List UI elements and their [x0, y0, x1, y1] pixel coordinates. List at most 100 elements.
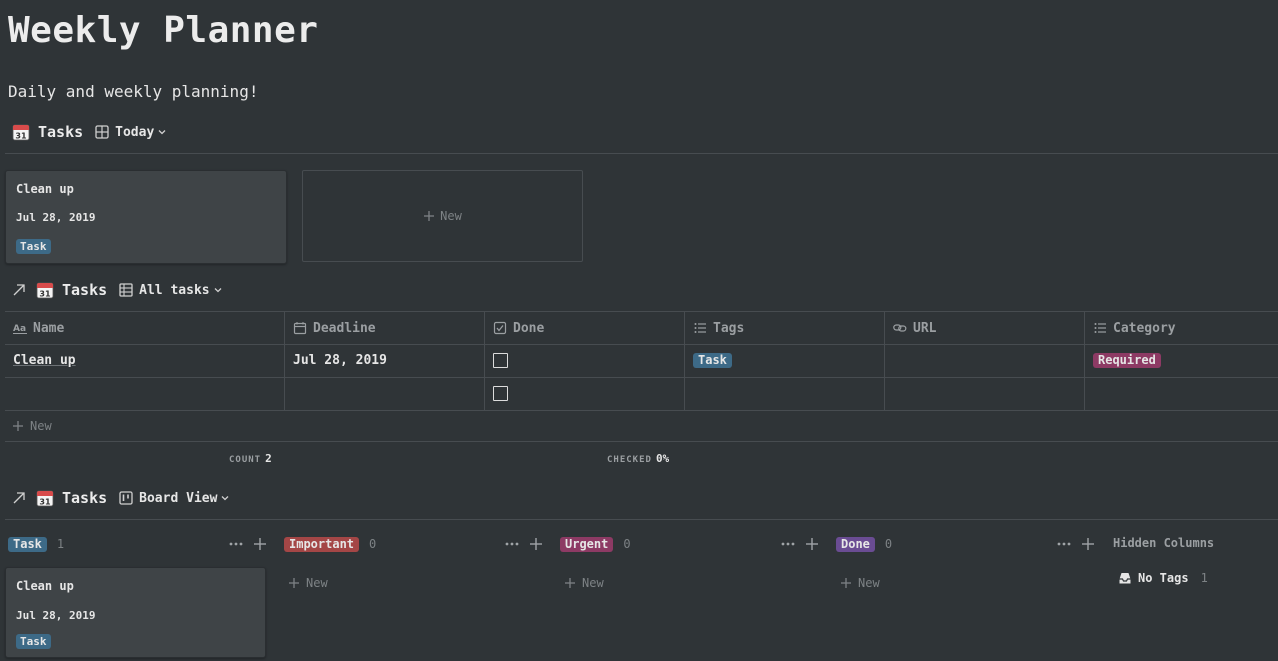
table-new-row-button[interactable]: New: [12, 419, 52, 433]
board-card[interactable]: Clean up Jul 28, 2019 Task: [5, 567, 266, 658]
more-icon[interactable]: [780, 536, 796, 552]
board-column-header-task[interactable]: Task 1: [8, 534, 266, 554]
more-icon[interactable]: [228, 536, 244, 552]
new-label: New: [440, 209, 462, 223]
card-date: Jul 28, 2019: [16, 609, 96, 622]
chevron-down-icon[interactable]: [213, 285, 223, 295]
category-pill: Required: [1093, 353, 1161, 368]
column-header-tags[interactable]: Tags: [685, 312, 885, 344]
table-view-name[interactable]: All tasks: [139, 282, 210, 298]
board-view-icon: [119, 491, 133, 505]
plus-icon[interactable]: [252, 536, 268, 552]
text-property-icon: Aa: [13, 324, 27, 334]
column-header-name[interactable]: Aa Name: [5, 312, 285, 344]
board-new-button-urgent[interactable]: New: [564, 576, 604, 590]
plus-icon: [13, 421, 23, 431]
divider: [5, 519, 1278, 520]
board-db-title[interactable]: Tasks: [62, 489, 108, 507]
table-cell-deadline[interactable]: [285, 377, 485, 410]
board-new-button-done[interactable]: New: [840, 576, 880, 590]
calendar-icon: 31: [12, 124, 30, 141]
divider: [5, 344, 1278, 345]
board-view-header: 31 Tasks Board View: [12, 487, 230, 509]
column-tag: Urgent: [560, 536, 614, 552]
plus-icon: [424, 211, 435, 221]
table-cell-tags[interactable]: Task: [685, 344, 885, 377]
card-name: Clean up: [16, 579, 74, 593]
calendar-icon: 31: [36, 282, 54, 299]
column-header-done[interactable]: Done: [485, 312, 685, 344]
table-cell-url[interactable]: [885, 344, 1085, 377]
done-checkbox[interactable]: [493, 386, 508, 401]
column-count: 0: [623, 537, 631, 551]
table-cell-category[interactable]: [1085, 377, 1278, 410]
plus-icon[interactable]: [804, 536, 820, 552]
plus-icon: [289, 578, 299, 588]
card-tag: Task: [16, 239, 51, 254]
table-view-header: 31 Tasks All tasks: [12, 279, 223, 301]
link-arrow-icon[interactable]: [12, 283, 26, 297]
column-header-category[interactable]: Category: [1085, 312, 1278, 344]
divider: [5, 377, 1278, 378]
more-icon[interactable]: [1056, 536, 1072, 552]
table-cell-deadline[interactable]: Jul 28, 2019: [285, 344, 485, 377]
plus-icon[interactable]: [528, 536, 544, 552]
url-property-icon: [893, 324, 907, 332]
tag-pill: Task: [693, 353, 732, 368]
plus-icon[interactable]: [1080, 536, 1096, 552]
more-icon[interactable]: [504, 536, 520, 552]
table-cell-done: [485, 377, 685, 410]
gallery-card[interactable]: Clean up Jul 28, 2019 Task: [5, 170, 287, 264]
hidden-column-no-tags[interactable]: No Tags 1: [1118, 571, 1208, 585]
page-title: Weekly Planner: [8, 10, 319, 51]
plus-icon: [565, 578, 575, 588]
board-new-button-important[interactable]: New: [288, 576, 328, 590]
calendar-icon: 31: [36, 490, 54, 507]
column-header-url[interactable]: URL: [885, 312, 1085, 344]
checkbox-property-icon: [493, 321, 507, 335]
table-cell-category[interactable]: Required: [1085, 344, 1278, 377]
footer-count[interactable]: COUNT 2: [229, 452, 272, 465]
gallery-view-header: 31 Tasks Today: [12, 121, 167, 143]
multi-select-property-icon: [1094, 323, 1106, 333]
link-arrow-icon[interactable]: [12, 491, 26, 505]
board-view-name[interactable]: Board View: [139, 490, 218, 506]
gallery-new-card-button[interactable]: New: [302, 170, 583, 262]
table-cell-tags[interactable]: [685, 377, 885, 410]
card-name: Clean up: [16, 182, 74, 196]
column-header-deadline[interactable]: Deadline: [285, 312, 485, 344]
table-cell-name[interactable]: [5, 377, 285, 410]
done-checkbox[interactable]: [493, 353, 508, 368]
table-view-icon: [119, 283, 133, 297]
svg-text:31: 31: [15, 132, 27, 141]
board-column-header-urgent[interactable]: Urgent 0: [560, 534, 818, 554]
calendar-property-icon: [293, 322, 307, 335]
column-tag: Task: [8, 536, 47, 552]
gallery-db-title[interactable]: Tasks: [38, 123, 84, 141]
chevron-down-icon[interactable]: [157, 127, 167, 137]
column-count: 0: [884, 537, 893, 551]
table-cell-url[interactable]: [885, 377, 1085, 410]
board-column-header-important[interactable]: Important 0: [284, 534, 542, 554]
board-column-header-done[interactable]: Done 0: [836, 534, 1094, 554]
column-tag: Important: [284, 536, 360, 552]
column-count: 0: [369, 537, 377, 551]
multi-select-property-icon: [694, 323, 706, 333]
divider: [5, 311, 1278, 312]
gallery-view-icon: [95, 125, 109, 139]
svg-text:Aa: Aa: [13, 324, 26, 334]
card-date: Jul 28, 2019: [16, 211, 96, 224]
page-subtitle: Daily and weekly planning!: [8, 82, 259, 101]
table-cell-name[interactable]: Clean up: [5, 344, 285, 377]
svg-text:31: 31: [39, 290, 51, 299]
card-tag: Task: [16, 634, 51, 649]
table-db-title[interactable]: Tasks: [62, 281, 108, 299]
column-count: 1: [56, 537, 65, 551]
column-tag: Done: [836, 536, 875, 552]
gallery-view-name[interactable]: Today: [115, 124, 155, 140]
divider: [5, 153, 1278, 154]
chevron-down-icon[interactable]: [220, 493, 230, 503]
footer-checked[interactable]: CHECKED 0%: [607, 452, 670, 465]
divider: [5, 441, 1278, 442]
plus-icon: [841, 578, 851, 588]
